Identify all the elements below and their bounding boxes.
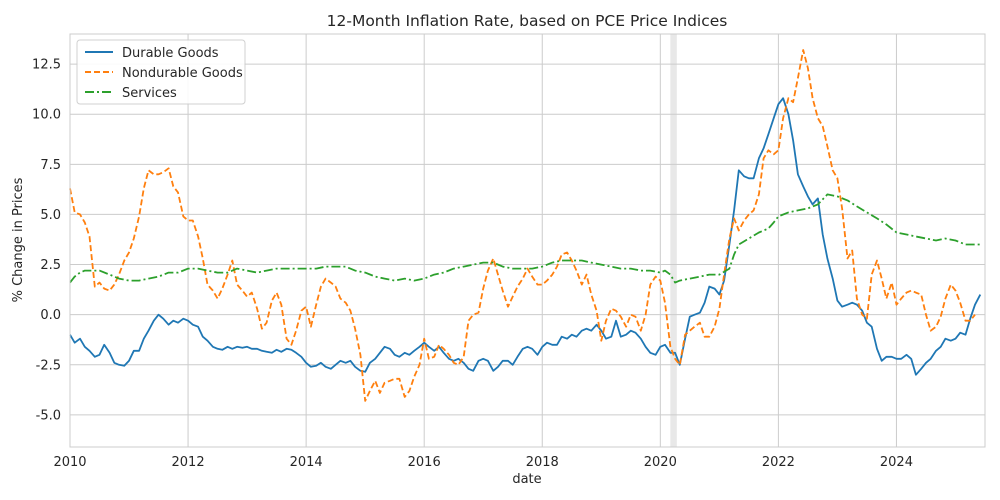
y-axis-label: % Change in Prices: [11, 177, 26, 302]
legend-label-services: Services: [122, 86, 177, 101]
x-tick-label: 2024: [880, 455, 913, 470]
x-tick-label: 2014: [290, 455, 323, 470]
recession-band: [670, 34, 677, 447]
y-tick-label: 2.5: [40, 258, 61, 273]
x-tick-label: 2022: [762, 455, 795, 470]
legend-label-durable: Durable Goods: [122, 46, 219, 61]
series-line-nondurable-goods: [69, 49, 976, 402]
y-tick-label: -2.5: [36, 358, 61, 373]
series-line-durable-goods: [69, 97, 982, 376]
y-tick-label: 7.5: [40, 158, 61, 173]
plot-frame: [69, 33, 986, 448]
x-tick-label: 2018: [526, 455, 559, 470]
x-tick-labels: 2010 2012 2014 2016 2018 2020 2022 2024: [53, 455, 913, 470]
y-tick-label: 5.0: [40, 208, 61, 223]
y-tick-label: 10.0: [32, 108, 61, 123]
x-tick-label: 2020: [644, 455, 677, 470]
legend-label-nondurable: Nondurable Goods: [122, 66, 243, 81]
x-tick-label: 2012: [172, 455, 205, 470]
chart-title: 12-Month Inflation Rate, based on PCE Pr…: [327, 12, 728, 30]
legend: Durable Goods Nondurable Goods Services: [76, 39, 246, 105]
x-tick-label: 2010: [53, 455, 86, 470]
y-tick-labels: -5.0 -2.5 0.0 2.5 5.0 7.5 10.0 12.5: [32, 58, 61, 424]
y-tick-label: -5.0: [36, 408, 61, 423]
x-tick-label: 2016: [408, 455, 441, 470]
y-tick-label: 0.0: [40, 308, 61, 323]
series-layer: [69, 49, 982, 402]
legend-box: [76, 39, 246, 105]
x-axis-label: date: [512, 472, 541, 487]
series-line-services: [69, 193, 981, 284]
y-tick-label: 12.5: [32, 58, 61, 73]
